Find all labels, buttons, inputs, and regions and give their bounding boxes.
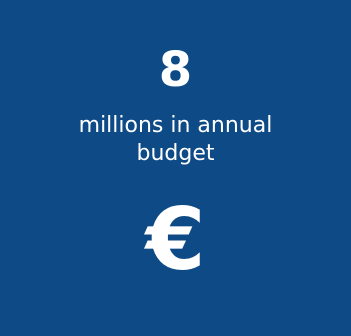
euro-icon: € <box>145 190 206 290</box>
stat-value: 8 <box>158 42 193 98</box>
stat-label: millions in annual budget <box>78 113 273 166</box>
